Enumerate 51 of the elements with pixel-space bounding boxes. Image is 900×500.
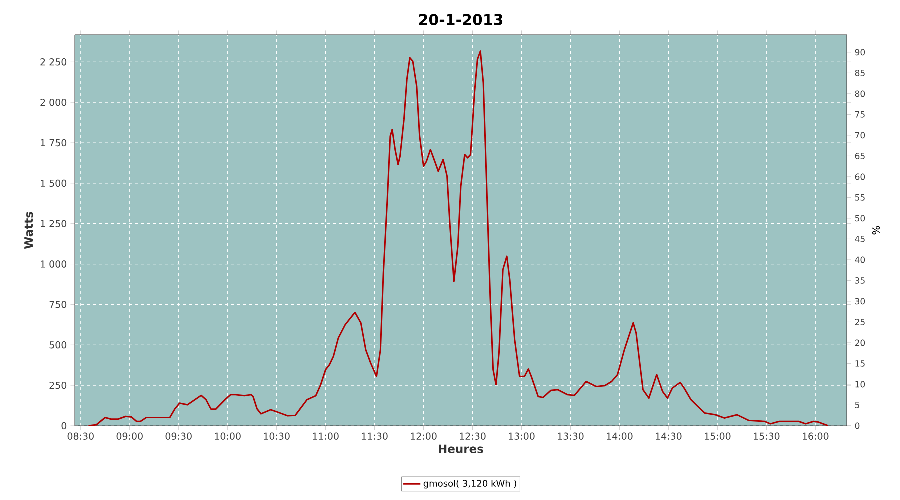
y-tick-label: 1 000	[41, 260, 67, 268]
x-tick-label: 11:00	[313, 432, 339, 440]
x-tick-label: 12:00	[411, 432, 437, 440]
y-tick-label: 1 750	[41, 139, 67, 147]
legend-label: gmosol( 3,120 kWh )	[424, 480, 516, 489]
y-tick-label: 1 250	[41, 220, 67, 228]
y-tick-label: 500	[50, 342, 67, 349]
x-tick-label: 10:30	[264, 432, 290, 440]
x-tick-label: 10:00	[215, 432, 241, 440]
y2-tick-label: 0	[855, 422, 860, 430]
x-tick-label: 09:00	[116, 432, 143, 440]
x-tick-label: 08:30	[68, 432, 94, 440]
y-axis-title: Watts	[24, 212, 34, 250]
x-tick-label: 15:00	[705, 432, 731, 440]
x-tick-label: 11:30	[362, 432, 388, 440]
y2-tick-label: 50	[855, 215, 866, 222]
y-tick-label: 1 500	[41, 180, 67, 188]
x-axis-title: Heures	[439, 444, 484, 454]
y2-tick-label: 60	[855, 174, 866, 180]
y-tick-label: 2 000	[40, 98, 67, 106]
x-tick-label: 14:30	[656, 432, 682, 440]
y2-axis-title: %	[872, 226, 880, 235]
y2-tick-label: 25	[855, 319, 865, 326]
y2-tick-label: 10	[856, 381, 866, 388]
x-tick-label: 13:00	[509, 432, 535, 440]
y-tick-label: 0	[62, 422, 67, 430]
x-tick-label: 16:00	[803, 432, 829, 440]
y-tick-label: 750	[50, 301, 67, 308]
y-tick-label: 2 250	[40, 58, 67, 66]
x-tick-label: 13:30	[558, 432, 584, 440]
y2-tick-label: 55	[855, 194, 865, 201]
chart-title: 20-1-2013	[419, 14, 503, 26]
x-tick-label: 12:30	[460, 432, 486, 440]
y-tick-label: 250	[50, 382, 67, 390]
y2-tick-label: 35	[855, 278, 865, 284]
x-tick-label: 14:00	[607, 432, 633, 440]
x-tick-label: 15:30	[754, 432, 780, 440]
y2-tick-label: 20	[855, 340, 866, 346]
y2-tick-label: 65	[855, 152, 865, 160]
y2-tick-label: 80	[855, 90, 866, 98]
y2-tick-label: 45	[855, 236, 865, 242]
y2-tick-label: 85	[855, 70, 865, 76]
y2-tick-label: 75	[855, 112, 865, 118]
y2-tick-label: 40	[855, 256, 866, 264]
y2-tick-label: 30	[855, 298, 866, 305]
y2-tick-label: 15	[856, 360, 865, 367]
x-tick-label: 09:30	[166, 432, 192, 440]
y2-tick-label: 70	[855, 132, 866, 139]
line-series	[88, 50, 830, 426]
y2-tick-label: 5	[855, 402, 860, 408]
y2-tick-label: 90	[855, 49, 866, 56]
